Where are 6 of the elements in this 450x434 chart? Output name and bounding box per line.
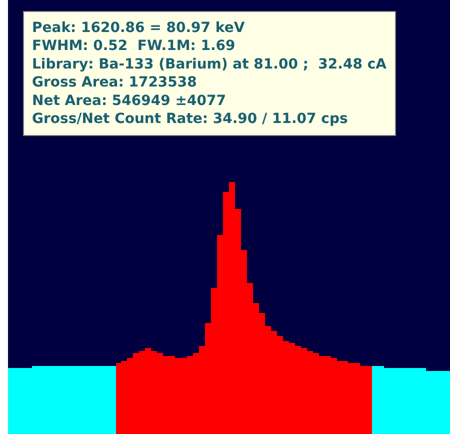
text: Gross/Net Count Rate: 34.90 / 11.07 cps	[32, 111, 348, 127]
text: Net Area: 546949 ±4077	[32, 92, 226, 109]
text: Library: Ba-133 (Barium) at 81.00 ; 32.48 cA	[32, 56, 387, 72]
text: Peak: 1620.86 = 80.97 keV	[32, 20, 245, 36]
text: Gross Area: 1723538	[32, 74, 197, 91]
text: FWHM: 0.52 FW.1M: 1.69	[32, 38, 236, 54]
